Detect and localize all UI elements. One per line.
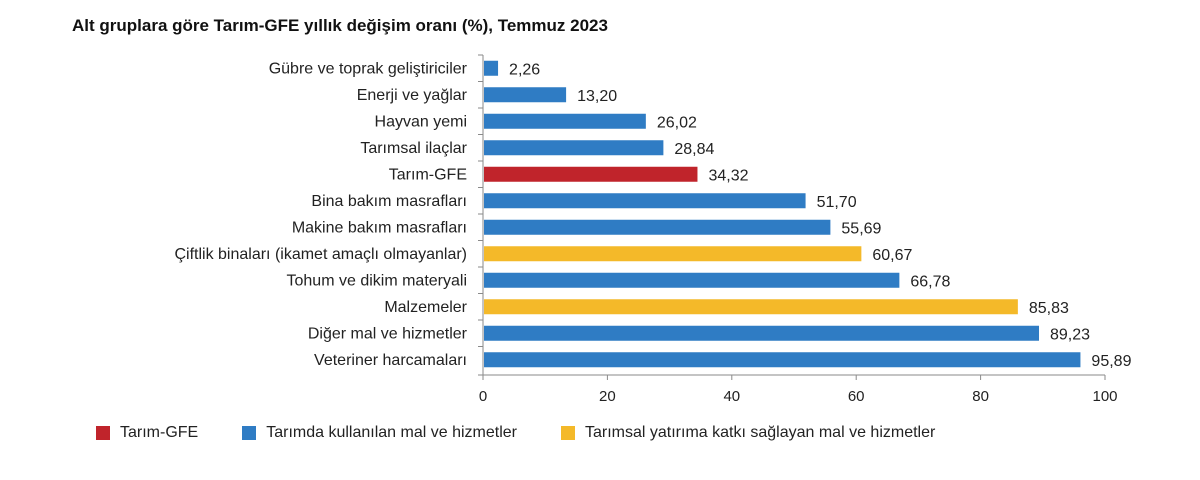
chart-title: Alt gruplara göre Tarım-GFE yıllık değiş… [72,16,608,35]
bar [484,325,1040,341]
x-tick-label: 100 [1092,388,1117,405]
category-label: Makine bakım masrafları [292,219,467,236]
bar [484,299,1018,315]
bar [484,352,1081,368]
data-label: 2,26 [509,61,540,78]
category-label: Bina bakım masrafları [311,193,467,210]
bar [484,166,698,182]
category-label: Malzemeler [384,299,467,316]
category-label: Tarımsal ilaçlar [360,140,467,157]
data-label: 34,32 [708,167,748,184]
category-label: Hayvan yemi [375,113,467,130]
category-label: Çiftlik binaları (ikamet amaçlı olmayanl… [174,246,467,263]
x-axis: Gübre ve toprak geliştiriciler Enerji ve … [174,54,1118,405]
data-label: 60,67 [872,247,912,264]
data-label: 26,02 [657,114,697,131]
legend-swatch [242,426,257,440]
data-label: 85,83 [1029,300,1069,317]
bar [484,272,900,288]
legend-item-tarim-gfe: Tarım-GFE [96,424,198,442]
data-label: 13,20 [577,88,617,105]
bars-layer: 2,26 13,20 26,02 28,84 34,32 51,70 55,69 60,67 6… [484,60,1132,370]
data-label: 28,84 [674,141,714,158]
category-label: Tarım-GFE [389,166,467,183]
bar [484,87,567,103]
data-label: 55,69 [841,220,881,237]
legend-label: Tarımda kullanılan mal ve hizmetler [266,424,517,441]
data-label: 89,23 [1050,326,1090,343]
data-label: 66,78 [910,273,950,290]
legend-swatch [560,426,575,440]
category-label: Diğer mal ve hizmetler [308,325,468,342]
legend-item-tarimsal-yatirim: Tarımsal yatırıma katkı sağlayan mal ve … [560,424,936,442]
category-label: Tohum ve dikim materyali [287,272,468,289]
bar-chart: 2,26 13,20 26,02 28,84 34,32 51,70 55,69 60,67 6… [174,54,1132,405]
bar [484,193,806,209]
legend-item-tarimda-kullanilan: Tarımda kullanılan mal ve hizmetler [242,424,517,442]
legend: Tarım-GFE Tarımda kullanılan mal ve hizm… [96,424,979,442]
category-label: Gübre ve toprak geliştiriciler [269,60,468,77]
bar [484,219,831,235]
legend-label: Tarım-GFE [120,424,199,441]
x-tick-label: 20 [599,388,616,405]
x-tick-label: 0 [479,388,487,405]
x-tick-label: 80 [972,388,989,405]
x-tick-label: 60 [848,388,865,405]
bar [484,60,499,76]
bar [484,140,664,156]
x-tick-label: 40 [723,388,740,405]
legend-label: Tarımsal yatırıma katkı sağlayan mal ve … [584,424,936,441]
category-label: Veteriner harcamaları [314,352,467,369]
bar [484,113,646,129]
legend-swatch [96,426,110,440]
category-label: Enerji ve yağlar [357,87,468,104]
data-label: 95,89 [1091,353,1131,370]
data-label: 51,70 [817,194,857,211]
bar [484,246,862,262]
